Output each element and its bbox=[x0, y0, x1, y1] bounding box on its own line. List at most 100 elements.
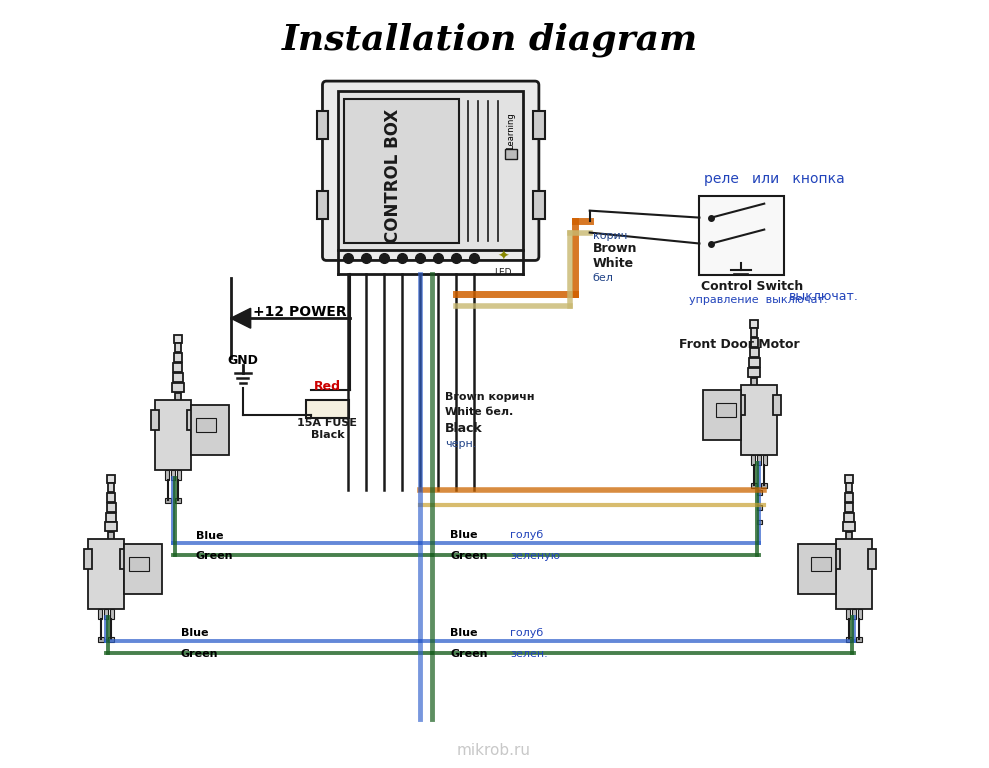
Bar bbox=[752, 378, 758, 393]
Text: черн.: черн. bbox=[445, 439, 477, 449]
Bar bbox=[173, 373, 183, 382]
Text: Blue: Blue bbox=[181, 628, 209, 638]
Bar bbox=[306, 400, 349, 418]
Text: CONTROL BOX: CONTROL BOX bbox=[385, 108, 403, 243]
Bar bbox=[868, 549, 876, 569]
Bar bbox=[750, 348, 759, 357]
Bar bbox=[316, 190, 328, 219]
Text: ✦: ✦ bbox=[497, 250, 508, 263]
Bar bbox=[764, 455, 767, 465]
Bar bbox=[758, 490, 763, 495]
Bar bbox=[196, 418, 216, 432]
Bar bbox=[699, 196, 784, 276]
Text: mikrob.ru: mikrob.ru bbox=[457, 743, 531, 758]
Bar bbox=[88, 539, 124, 609]
Text: White: White bbox=[592, 257, 634, 270]
Bar bbox=[98, 637, 104, 642]
Bar bbox=[177, 470, 181, 480]
Bar bbox=[846, 492, 853, 502]
Text: +12 POWER: +12 POWER bbox=[252, 305, 346, 319]
Bar bbox=[762, 482, 767, 488]
Text: Green: Green bbox=[450, 649, 488, 659]
Bar bbox=[858, 609, 862, 619]
Text: Green: Green bbox=[181, 649, 219, 659]
Bar bbox=[110, 609, 114, 619]
Bar bbox=[175, 498, 181, 502]
Bar bbox=[758, 505, 763, 509]
Bar bbox=[846, 482, 852, 492]
Bar bbox=[108, 482, 114, 492]
Bar bbox=[749, 358, 760, 367]
Polygon shape bbox=[230, 308, 250, 328]
Bar bbox=[155, 400, 191, 470]
Bar bbox=[175, 343, 181, 352]
Text: голуб: голуб bbox=[510, 628, 543, 638]
Text: Red: Red bbox=[314, 380, 341, 393]
Bar bbox=[758, 519, 763, 525]
Bar bbox=[843, 522, 854, 531]
Bar bbox=[703, 390, 742, 440]
Bar bbox=[832, 549, 840, 569]
Bar bbox=[836, 539, 872, 609]
Bar bbox=[108, 492, 115, 502]
Bar bbox=[752, 455, 756, 465]
Text: Black: Black bbox=[311, 430, 344, 440]
Bar bbox=[175, 393, 181, 408]
Text: Control Switch: Control Switch bbox=[701, 280, 804, 293]
Bar bbox=[751, 338, 758, 347]
Text: Installation diagram: Installation diagram bbox=[282, 22, 698, 57]
Text: выключат.: выключат. bbox=[789, 290, 859, 303]
Bar bbox=[191, 405, 228, 455]
Bar bbox=[120, 549, 128, 569]
Text: зелен.: зелен. bbox=[510, 649, 548, 659]
Bar bbox=[846, 532, 852, 548]
Text: Blue: Blue bbox=[196, 531, 224, 541]
Bar bbox=[108, 637, 114, 642]
Text: Black: Black bbox=[445, 422, 483, 435]
Bar bbox=[98, 609, 102, 619]
Text: голуб: голуб bbox=[510, 531, 543, 541]
Bar bbox=[174, 335, 182, 343]
Bar bbox=[105, 522, 117, 531]
Text: реле   или   кнопка: реле или кнопка bbox=[704, 172, 846, 186]
Bar bbox=[752, 328, 758, 337]
Bar bbox=[798, 545, 836, 594]
Bar bbox=[173, 363, 182, 372]
Bar bbox=[129, 558, 149, 571]
Text: Blue: Blue bbox=[450, 531, 478, 541]
FancyBboxPatch shape bbox=[322, 81, 539, 260]
Bar bbox=[316, 111, 328, 139]
Bar bbox=[174, 353, 182, 362]
Bar bbox=[124, 545, 162, 594]
Text: Brown коричн: Brown коричн bbox=[445, 392, 535, 402]
Text: LED: LED bbox=[494, 269, 511, 277]
Bar bbox=[344, 99, 459, 243]
Bar bbox=[84, 549, 92, 569]
Bar bbox=[171, 470, 175, 480]
Bar bbox=[104, 609, 108, 619]
Text: управление  выключат.: управление выключат. bbox=[689, 295, 828, 306]
Bar bbox=[505, 149, 517, 159]
Bar bbox=[165, 470, 169, 480]
Bar bbox=[108, 532, 114, 548]
Bar bbox=[107, 502, 116, 511]
Bar bbox=[749, 368, 761, 377]
Text: Green: Green bbox=[450, 551, 488, 561]
Bar bbox=[533, 111, 545, 139]
Bar bbox=[846, 637, 852, 642]
Text: корич: корич bbox=[592, 230, 627, 240]
Text: Learning: Learning bbox=[506, 113, 515, 149]
Text: Brown: Brown bbox=[592, 243, 637, 256]
Bar bbox=[338, 91, 523, 250]
Text: Front Door Motor: Front Door Motor bbox=[679, 338, 800, 351]
Text: Blue: Blue bbox=[450, 628, 478, 638]
Bar bbox=[751, 320, 759, 328]
Text: 15A FUSE: 15A FUSE bbox=[298, 418, 357, 428]
Text: White бел.: White бел. bbox=[445, 407, 513, 417]
Bar bbox=[742, 385, 777, 455]
Bar bbox=[856, 637, 862, 642]
Bar bbox=[846, 609, 850, 619]
Text: Green: Green bbox=[196, 551, 233, 561]
Bar bbox=[758, 455, 762, 465]
Bar bbox=[752, 482, 758, 488]
